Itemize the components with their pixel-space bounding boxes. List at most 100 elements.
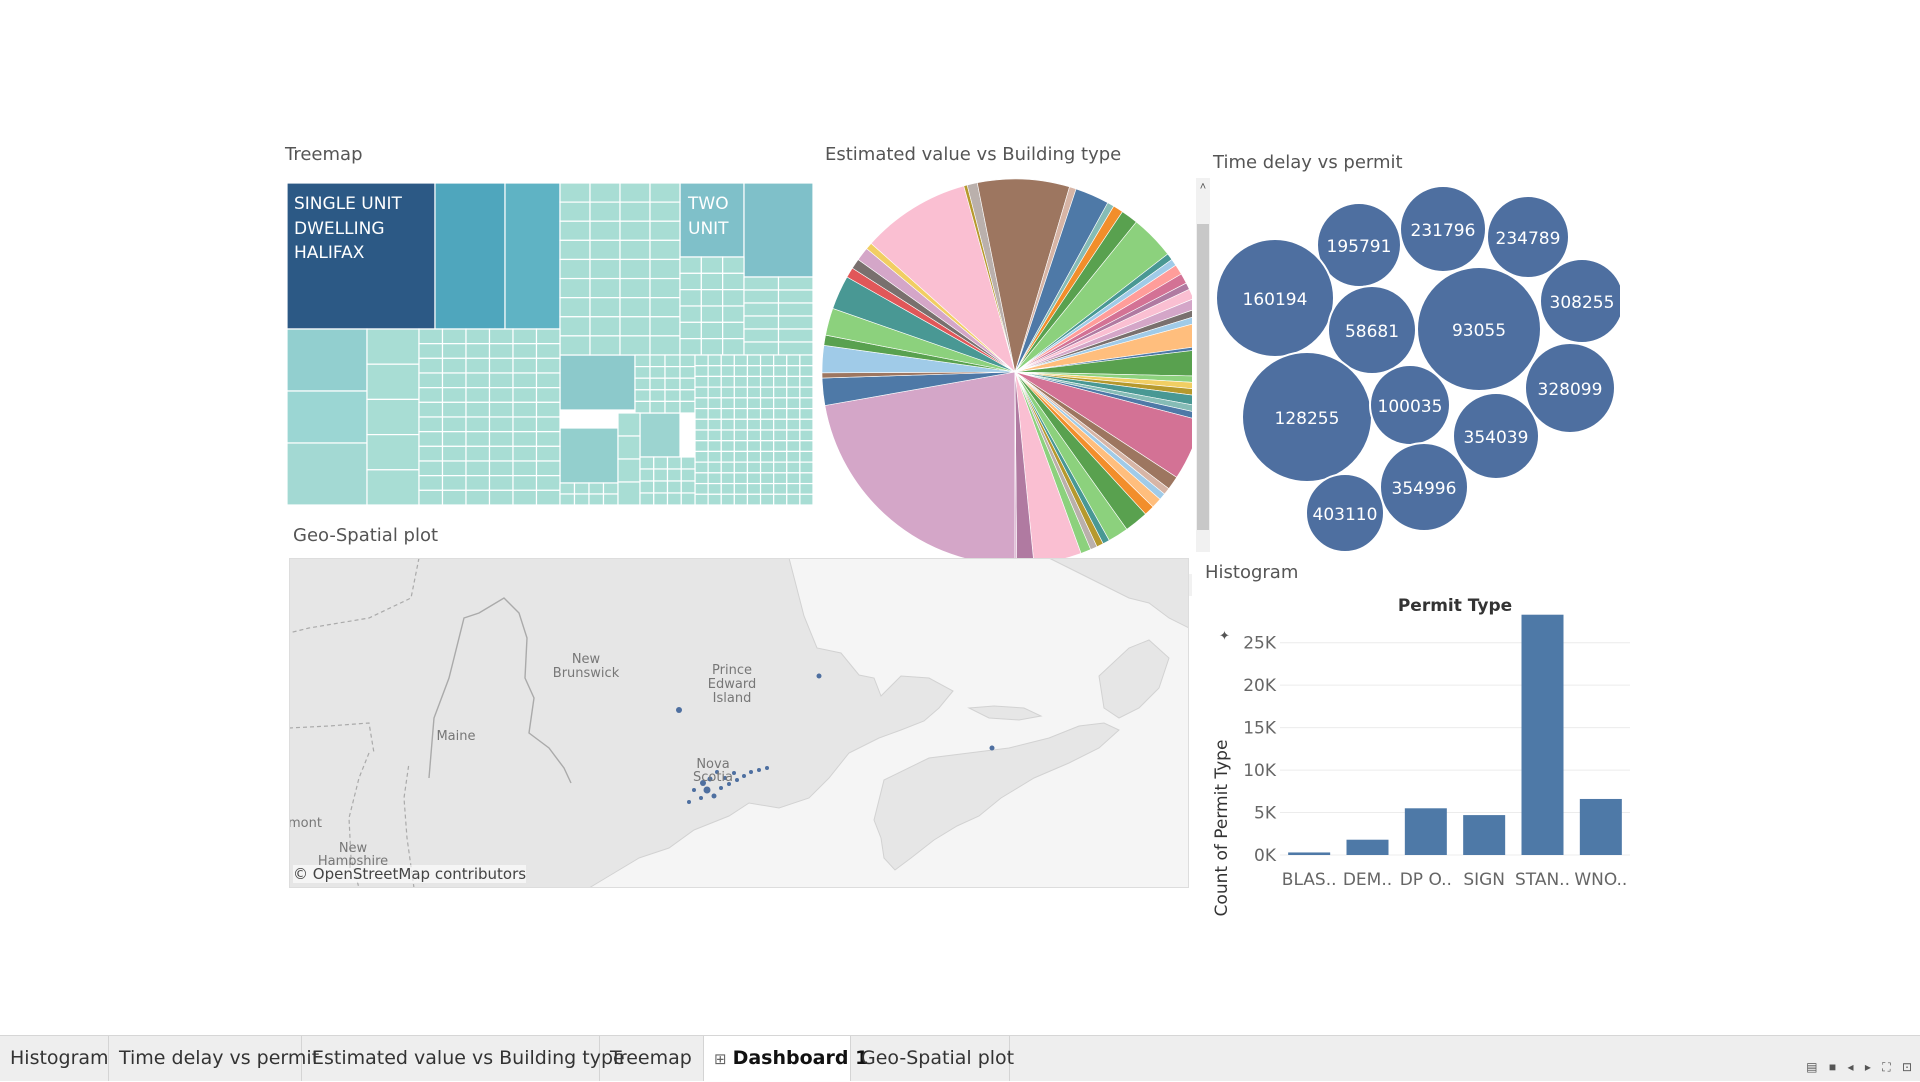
treemap-cell[interactable]	[799, 418, 813, 431]
treemap-cell[interactable]	[679, 272, 702, 291]
treemap-cell[interactable]	[700, 256, 724, 274]
treemap-cell[interactable]	[773, 450, 788, 463]
treemap-cell[interactable]	[634, 354, 651, 368]
treemap-cell[interactable]	[666, 480, 682, 494]
treemap-cell[interactable]	[418, 445, 444, 462]
treemap-cell[interactable]	[786, 386, 801, 399]
treemap-cell[interactable]	[799, 407, 813, 420]
tab-estimated-value-vs-building-type[interactable]: Estimated value vs Building type	[302, 1036, 625, 1081]
treemap-cell[interactable]	[759, 450, 775, 463]
treemap-cell[interactable]	[773, 375, 788, 388]
treemap-cell[interactable]	[649, 220, 681, 241]
treemap-cell[interactable]	[799, 493, 813, 505]
map-point[interactable]	[765, 766, 769, 770]
treemap-cell[interactable]	[366, 434, 420, 471]
treemap-cell[interactable]	[722, 321, 745, 340]
treemap-cell[interactable]	[488, 357, 514, 374]
prev-sheet-icon[interactable]: ◂	[1847, 1060, 1854, 1074]
pie-vertical-scrollbar[interactable]: ˄	[1196, 178, 1210, 552]
treemap-cell[interactable]	[639, 412, 681, 458]
treemap-cell[interactable]	[694, 375, 709, 388]
treemap-cell[interactable]	[733, 397, 749, 410]
treemap-cell[interactable]	[694, 482, 709, 495]
treemap-cell[interactable]	[773, 472, 788, 485]
treemap-cell[interactable]	[559, 493, 576, 505]
treemap-cell[interactable]	[666, 468, 682, 482]
map-point[interactable]	[735, 778, 739, 782]
treemap-cell[interactable]	[694, 461, 709, 474]
treemap-cell[interactable]	[619, 201, 651, 222]
treemap-cell[interactable]	[589, 335, 621, 356]
treemap-cell[interactable]	[559, 335, 591, 356]
treemap-cell[interactable]	[694, 354, 709, 367]
tab-geo-spatial-plot[interactable]: Geo-Spatial plot	[851, 1036, 1014, 1081]
treemap-cell[interactable]	[619, 239, 651, 261]
treemap-cell[interactable]	[694, 365, 709, 378]
treemap-cell[interactable]	[366, 469, 420, 505]
treemap-cell[interactable]	[799, 440, 813, 453]
treemap-cell[interactable]	[664, 377, 681, 391]
treemap-cell[interactable]	[700, 338, 724, 356]
treemap-cell[interactable]	[535, 460, 561, 477]
treemap-cell[interactable]	[512, 328, 538, 345]
treemap-cell[interactable]	[799, 472, 813, 485]
treemap-cell[interactable]	[465, 489, 491, 505]
pie-slice[interactable]	[1014, 308, 1192, 373]
treemap-cell[interactable]	[707, 482, 722, 495]
treemap-cell[interactable]	[418, 416, 444, 433]
presentation-icon[interactable]: ⊡	[1901, 1060, 1912, 1074]
treemap-cell[interactable]	[743, 302, 780, 317]
treemap-cell[interactable]	[799, 365, 813, 378]
treemap-cell[interactable]	[733, 407, 749, 420]
histogram-chart[interactable]: Permit Type Count of Permit Type ✦ 0K 5K 1…	[1200, 588, 1640, 918]
treemap-cell[interactable]	[746, 386, 762, 399]
histogram-bar[interactable]	[1404, 808, 1447, 855]
treemap-cell[interactable]	[619, 258, 651, 280]
treemap-cell[interactable]	[733, 472, 749, 485]
treemap-cell[interactable]	[589, 316, 621, 337]
treemap-cell[interactable]	[488, 343, 514, 359]
treemap-cell[interactable]	[602, 482, 619, 495]
treemap-cell[interactable]	[743, 315, 780, 330]
treemap-cell[interactable]	[786, 429, 801, 442]
bubble-160194[interactable]	[1215, 238, 1335, 358]
treemap-cell[interactable]	[700, 321, 724, 340]
treemap-cell[interactable]	[465, 431, 491, 447]
treemap-cell[interactable]	[720, 472, 735, 485]
treemap-cell[interactable]	[488, 372, 514, 389]
scroll-up-icon[interactable]: ˄	[1199, 181, 1207, 193]
treemap-cell[interactable]	[418, 401, 444, 418]
treemap-cell[interactable]	[441, 387, 467, 403]
treemap-cell[interactable]	[619, 316, 651, 337]
treemap-cell[interactable]	[707, 397, 722, 410]
treemap-cell[interactable]	[418, 343, 444, 359]
treemap-cell[interactable]	[746, 472, 762, 485]
treemap-cell[interactable]	[733, 461, 749, 474]
treemap-cell[interactable]	[720, 450, 735, 463]
treemap-cell[interactable]	[720, 429, 735, 442]
treemap-cell[interactable]	[680, 456, 696, 470]
treemap-cell[interactable]	[418, 460, 444, 477]
treemap-cell[interactable]	[759, 418, 775, 431]
treemap-cell[interactable]	[488, 328, 514, 345]
treemap-cell[interactable]	[799, 375, 813, 388]
treemap-cell[interactable]	[700, 305, 724, 323]
treemap-cell[interactable]	[366, 363, 420, 400]
map-point[interactable]	[700, 780, 706, 786]
bubble-354996[interactable]	[1379, 442, 1469, 532]
treemap-cell[interactable]	[720, 397, 735, 410]
treemap-cell[interactable]	[602, 493, 619, 505]
treemap-cell[interactable]	[366, 398, 420, 436]
treemap-cell[interactable]	[634, 377, 651, 391]
treemap-cell[interactable]	[759, 440, 775, 453]
treemap-cell[interactable]	[759, 397, 775, 410]
treemap-cell[interactable]	[589, 258, 621, 280]
treemap-cell[interactable]	[720, 493, 735, 505]
treemap-cell[interactable]	[759, 493, 775, 505]
treemap-cell[interactable]	[441, 372, 467, 389]
treemap-cell[interactable]	[559, 427, 619, 484]
treemap-cell[interactable]	[617, 435, 641, 460]
treemap-cell[interactable]	[559, 354, 636, 411]
treemap-cell[interactable]	[465, 401, 491, 418]
treemap-cell[interactable]	[743, 183, 813, 278]
